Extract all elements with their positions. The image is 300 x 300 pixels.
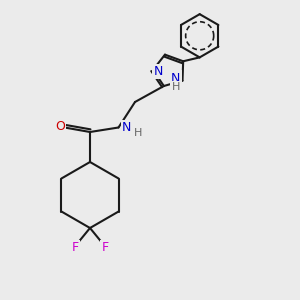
- Text: N: N: [171, 72, 181, 85]
- Text: H: H: [172, 82, 180, 92]
- Text: F: F: [71, 241, 79, 254]
- Text: H: H: [134, 128, 142, 138]
- Text: F: F: [101, 241, 109, 254]
- Text: O: O: [55, 119, 65, 133]
- Text: N: N: [154, 65, 163, 78]
- Text: N: N: [122, 121, 132, 134]
